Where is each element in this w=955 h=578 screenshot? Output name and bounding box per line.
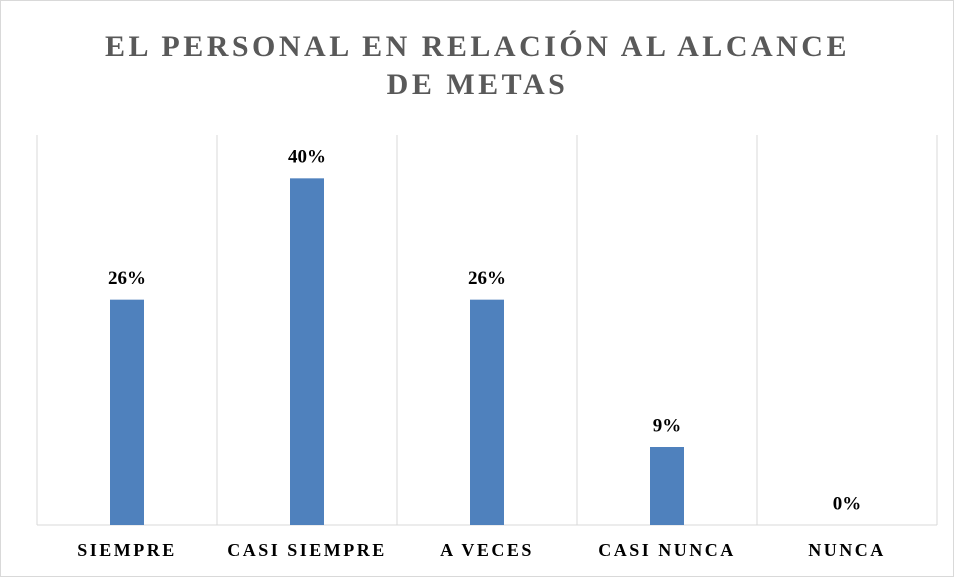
value-label: 26% bbox=[468, 268, 506, 289]
x-tick-label: NUNCA bbox=[808, 540, 886, 560]
bar bbox=[650, 447, 684, 525]
bar bbox=[470, 299, 504, 525]
bar bbox=[290, 178, 324, 526]
x-tick-label: SIEMPRE bbox=[77, 540, 177, 560]
bar bbox=[110, 299, 144, 525]
value-label: 40% bbox=[288, 147, 326, 168]
x-tick-label: A VECES bbox=[440, 540, 534, 560]
value-label: 26% bbox=[108, 268, 146, 289]
x-tick-label: CASI SIEMPRE bbox=[227, 540, 387, 560]
chart-title: EL PERSONAL EN RELACIÓN AL ALCANCE DE ME… bbox=[105, 30, 850, 101]
value-label: 0% bbox=[833, 493, 862, 514]
value-label: 9% bbox=[653, 415, 682, 436]
x-tick-label: CASI NUNCA bbox=[598, 540, 736, 560]
